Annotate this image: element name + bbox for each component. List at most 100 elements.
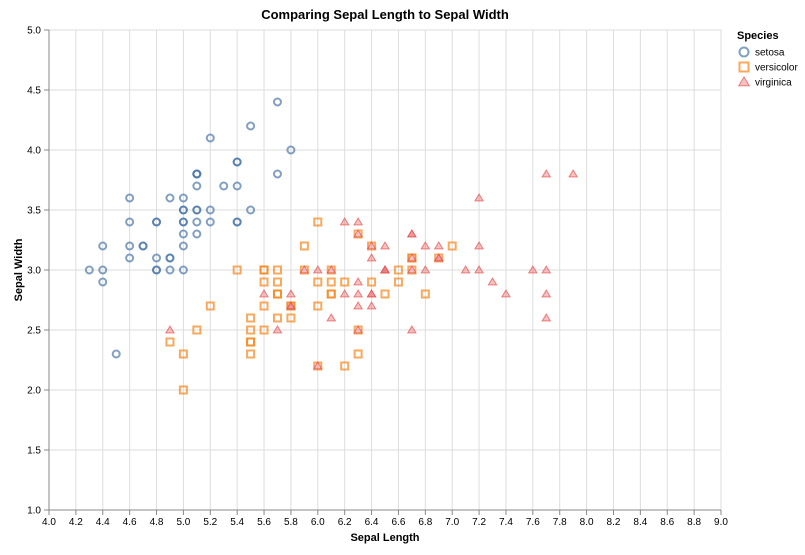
legend-item-setosa: setosa <box>738 46 785 59</box>
versicolor-point <box>420 289 430 299</box>
legend-item-versicolor: versicolor <box>738 61 798 74</box>
versicolor-point <box>272 277 282 287</box>
setosa-point <box>178 229 188 239</box>
x-tick-label: 7.8 <box>553 517 567 528</box>
versicolor-point <box>393 277 403 287</box>
grid <box>48 29 722 511</box>
axes: 4.0 4.2 4.4 4.6 4.8 5.0 5.2 5.4 5.6 5.8 6.0 6.2 6.4 6… <box>27 26 728 529</box>
x-tick-label: 6.0 <box>311 517 325 528</box>
y-axis-title: Sepal Width <box>13 238 25 301</box>
setosa-point <box>165 253 175 263</box>
x-tick-label: 7.0 <box>445 517 459 528</box>
setosa-point <box>165 265 175 275</box>
virginica-point <box>339 289 350 298</box>
versicolor-point <box>246 337 256 347</box>
versicolor-point <box>232 265 242 275</box>
virginica-point <box>433 241 444 250</box>
versicolor-point <box>447 241 457 251</box>
y-tick-label: 1.5 <box>27 446 41 457</box>
x-tick-label: 9.0 <box>714 517 728 528</box>
virginica-point <box>326 313 337 322</box>
x-tick-label: 4.6 <box>123 517 137 528</box>
versicolor-point <box>272 313 282 323</box>
virginica-point <box>568 169 579 178</box>
setosa-point <box>192 181 202 191</box>
x-tick-label: 8.0 <box>580 517 594 528</box>
virginica-point <box>366 289 377 298</box>
setosa-point <box>272 169 282 179</box>
virginica-point <box>433 253 444 262</box>
setosa-point <box>205 133 215 143</box>
setosa-point <box>232 157 242 167</box>
setosa-point <box>272 97 282 107</box>
versicolor-point <box>340 277 350 287</box>
virginica-point <box>366 253 377 262</box>
legend-label: setosa <box>755 48 785 59</box>
virginica-point <box>366 301 377 310</box>
setosa-point <box>178 265 188 275</box>
setosa-point <box>152 265 162 275</box>
versicolor-point <box>367 277 377 287</box>
versicolor-point <box>165 337 175 347</box>
x-tick-label: 7.4 <box>499 517 513 528</box>
versicolor-point <box>246 325 256 335</box>
virginica-point <box>474 265 485 274</box>
versicolor-point <box>326 289 336 299</box>
setosa-point <box>192 169 202 179</box>
legend-symbol-triangle <box>737 76 751 87</box>
y-tick-label: 3.5 <box>27 206 41 217</box>
setosa-point <box>286 145 296 155</box>
x-tick-label: 4.2 <box>69 517 83 528</box>
virginica-point <box>326 265 337 274</box>
setosa-point <box>205 217 215 227</box>
virginica-point <box>501 289 511 298</box>
versicolor-point <box>259 301 269 311</box>
virginica-point <box>541 169 552 178</box>
x-tick-label: 5.8 <box>284 517 298 528</box>
y-tick-label: 5.0 <box>27 26 41 37</box>
setosa-point <box>125 241 135 251</box>
virginica-point <box>406 325 417 334</box>
versicolor-point <box>393 265 403 275</box>
virginica-point <box>259 289 269 298</box>
versicolor-point <box>313 217 323 227</box>
virginica-point <box>272 325 283 334</box>
versicolor-point <box>246 349 256 359</box>
y-tick-label: 3.0 <box>27 266 41 277</box>
legend-symbol-circle <box>738 46 750 58</box>
versicolor-point <box>178 349 188 359</box>
versicolor-point <box>353 349 363 359</box>
x-tick-label: 8.6 <box>660 517 674 528</box>
y-tick-label: 2.0 <box>27 386 41 397</box>
virginica-point <box>353 325 364 334</box>
legend-symbol-square <box>738 61 750 73</box>
legend-label: versicolor <box>755 63 798 74</box>
virginica-point <box>165 325 175 334</box>
setosa-point <box>178 193 188 203</box>
virginica-point <box>406 229 417 238</box>
legend: Species setosa versicolor virginica <box>737 30 798 89</box>
versicolor-point <box>205 301 215 311</box>
x-tick-label: 5.6 <box>257 517 271 528</box>
virginica-point <box>353 229 364 238</box>
virginica-point <box>380 265 390 274</box>
virginica-point <box>474 241 485 250</box>
versicolor-point <box>380 289 390 299</box>
data-points <box>84 97 579 395</box>
versicolor-point <box>246 337 256 347</box>
x-tick-label: 6.8 <box>418 517 432 528</box>
virginica-point <box>541 289 552 298</box>
x-tick-label: 4.0 <box>42 517 56 528</box>
versicolor-point <box>286 313 296 323</box>
versicolor-point <box>326 277 336 287</box>
virginica-point <box>353 289 364 298</box>
virginica-point <box>299 265 310 274</box>
legend-items: setosa versicolor virginica <box>737 46 798 89</box>
x-tick-label: 6.2 <box>338 517 352 528</box>
versicolor-point <box>259 277 269 287</box>
versicolor-point <box>340 361 350 371</box>
setosa-point <box>98 277 108 287</box>
virginica-point <box>420 241 431 250</box>
virginica-point <box>312 265 323 274</box>
